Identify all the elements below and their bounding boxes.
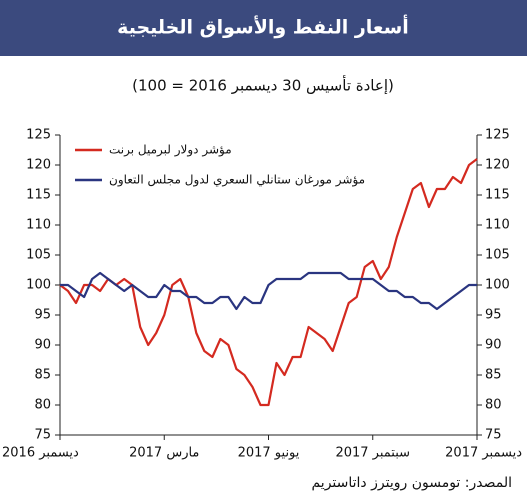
x-tick-label: ديسمبر 2016 [2,446,79,461]
x-tick-label: مارس 2017 [129,446,199,461]
y-tick-label: 90 [34,338,51,353]
y2-tick-label: 80 [485,398,502,413]
y-tick-label: 75 [34,428,51,443]
y-tick-label: 100 [26,278,51,293]
legend-label: مؤشر دولار لبرميل برنت [109,143,232,158]
y2-tick-label: 100 [485,278,510,293]
x-tick-label: سبتمبر 2017 [335,446,410,461]
y-tick-label: 125 [26,128,51,143]
series-line [59,158,478,407]
series-line [60,271,477,311]
x-tick-label: يونيو 2017 [238,446,300,461]
y-tick-label: 80 [34,398,51,413]
y-tick-label: 85 [34,368,51,383]
y-tick-label: 120 [26,158,51,173]
y-tick-label: 115 [26,188,51,203]
y-tick-label: 110 [26,218,51,233]
y2-tick-label: 125 [485,128,510,143]
y2-tick-label: 95 [485,308,502,323]
y2-tick-label: 75 [485,428,502,443]
x-tick-label: ديسمبر 2017 [445,446,522,461]
y2-tick-label: 120 [485,158,510,173]
y2-tick-label: 105 [485,248,510,263]
legend-label: مؤشر مورغان ستانلي السعري لدول مجلس التع… [109,173,365,188]
y-tick-label: 95 [34,308,51,323]
y2-tick-label: 90 [485,338,502,353]
y-tick-label: 105 [26,248,51,263]
chart-subtitle: (إعادة تأسيس 30 ديسمبر 2016 = 100) [132,75,394,95]
source-note: المصدر: تومسون رويترز داتاستريم [311,475,512,491]
chart-title: أسعار النفط والأسواق الخليجية [117,15,409,39]
y2-tick-label: 85 [485,368,502,383]
title-bar [0,0,527,56]
y2-tick-label: 110 [485,218,510,233]
y2-tick-label: 115 [485,188,510,203]
